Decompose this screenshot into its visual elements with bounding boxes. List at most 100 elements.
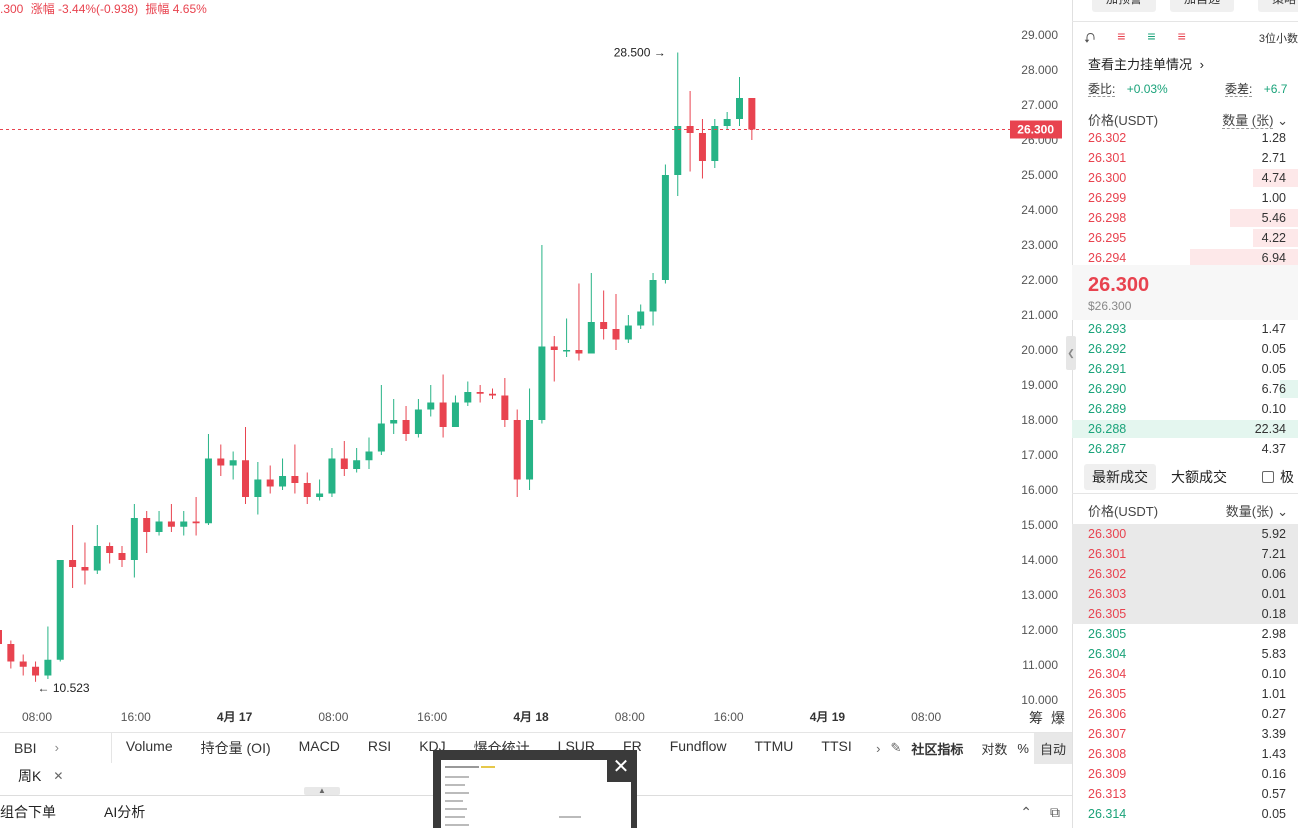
candle-body[interactable] — [674, 126, 682, 175]
add-alert-button[interactable]: 加预警 — [1092, 0, 1157, 12]
candle-body[interactable] — [489, 393, 496, 396]
book-both-icon[interactable]: ≡ — [1117, 28, 1126, 44]
kline-chart[interactable]: 29.000 28.000 27.000 26.000 25.000 24.000 23.0… — [0, 14, 1068, 732]
candle-body[interactable] — [377, 423, 385, 452]
orderbook-row[interactable]: 26.294 6.94 — [1078, 248, 1298, 268]
candle-body[interactable] — [266, 479, 274, 487]
candle-body[interactable] — [93, 546, 101, 571]
candle-body[interactable] — [180, 521, 188, 527]
candle-body[interactable] — [464, 392, 472, 403]
indicator-item[interactable]: KDJ — [419, 737, 446, 754]
candle-body[interactable] — [204, 458, 212, 524]
candle-body[interactable] — [7, 644, 15, 662]
orderbook-row[interactable]: 26.299 1.00 — [1078, 188, 1298, 208]
candle-body[interactable] — [130, 518, 138, 560]
candle-body[interactable] — [19, 661, 27, 667]
indicator-bbi[interactable]: BBI — [14, 739, 37, 756]
orderbook-row[interactable]: 26.289 0.10 — [1078, 399, 1298, 419]
candle-body[interactable] — [143, 518, 151, 532]
candle-body[interactable] — [402, 420, 410, 434]
chevron-right-icon[interactable]: › — [876, 740, 881, 756]
chip-distribution-button[interactable]: 筹 — [1029, 710, 1043, 726]
col-qty[interactable]: 数量 (张) ⌄ — [1222, 110, 1288, 129]
orderbook-row[interactable]: 26.290 6.76 — [1078, 379, 1298, 399]
candle-body[interactable] — [254, 479, 262, 498]
indicator-item[interactable]: Fundflow — [669, 737, 727, 754]
candle-body[interactable] — [279, 476, 287, 487]
candle-body[interactable] — [316, 493, 324, 498]
candle-body[interactable] — [600, 322, 608, 329]
candle-body[interactable] — [414, 409, 422, 435]
candle-body[interactable] — [0, 630, 2, 644]
candle-body[interactable] — [711, 126, 719, 161]
indicator-item[interactable]: TTSI — [821, 737, 852, 754]
orderbook-row[interactable]: 26.291 0.05 — [1078, 359, 1298, 379]
liquidation-button[interactable]: 爆 — [1051, 710, 1065, 726]
candle-body[interactable] — [390, 420, 398, 424]
candle-body[interactable] — [303, 483, 311, 497]
candle-body[interactable] — [229, 460, 237, 466]
percent-scale-toggle[interactable]: % — [1017, 740, 1029, 756]
book-asks-icon[interactable]: ≡ — [1177, 28, 1186, 44]
candle-body[interactable] — [155, 521, 163, 533]
candle-body[interactable] — [56, 560, 64, 660]
popout-icon[interactable]: ⧉ — [1050, 804, 1060, 820]
candle-body[interactable] — [501, 395, 509, 421]
candle-body[interactable] — [550, 346, 558, 351]
candle-body[interactable] — [649, 280, 657, 312]
community-indicators[interactable]: 社区指标 — [911, 741, 964, 757]
candle-body[interactable] — [661, 175, 669, 280]
candle-body[interactable] — [723, 119, 731, 126]
ai-analysis-tab[interactable]: AI分析 — [104, 804, 146, 820]
refresh-icon[interactable]: ⮏ — [1084, 30, 1096, 46]
candle-body[interactable] — [192, 521, 200, 524]
candle-body[interactable] — [69, 560, 77, 567]
candle-body[interactable] — [624, 325, 632, 340]
orderbook-row[interactable]: 26.295 4.22 — [1078, 228, 1298, 248]
candle-body[interactable] — [575, 350, 583, 354]
orderbook-row[interactable]: 26.293 1.47 — [1078, 319, 1298, 339]
candle-body[interactable] — [587, 322, 595, 354]
panel-resize-handle[interactable]: ▲ — [304, 787, 340, 795]
candle-body[interactable] — [736, 98, 743, 119]
candle-body[interactable] — [118, 553, 126, 560]
precision-select[interactable]: 3位小数 — [1258, 33, 1298, 45]
chevron-up-icon[interactable]: ⌃ — [1020, 804, 1032, 820]
log-scale-toggle[interactable]: 对数 — [981, 741, 1008, 757]
combo-order-tab[interactable]: 组合下单 — [0, 804, 56, 820]
candle-body[interactable] — [538, 346, 546, 421]
candle-body[interactable] — [106, 546, 114, 553]
chevron-right-icon[interactable]: › — [54, 740, 59, 755]
trades-col-qty[interactable]: 数量(张) ⌄ — [1226, 501, 1288, 520]
candle-body[interactable] — [365, 451, 373, 461]
orderbook-row[interactable]: 26.302 1.28 — [1078, 128, 1298, 148]
candle-body[interactable] — [81, 567, 89, 571]
add-watchlist-button[interactable]: 加自选 — [1170, 0, 1235, 12]
candle-body[interactable] — [340, 458, 348, 470]
kline-svg[interactable]: 29.00028.00027.00026.00025.00024.00023.0… — [0, 14, 1068, 732]
strategy-button[interactable]: 策略 — [1258, 0, 1298, 12]
candle-body[interactable] — [513, 420, 521, 480]
orderbook-row[interactable]: 26.292 0.05 — [1078, 339, 1298, 359]
tab-large-trades[interactable]: 大额成交 — [1171, 469, 1227, 485]
period-tag[interactable]: 周K — [18, 768, 42, 784]
tab-latest-trades[interactable]: 最新成交 — [1084, 464, 1156, 490]
candle-body[interactable] — [427, 402, 435, 410]
checkbox[interactable] — [1262, 471, 1274, 483]
candle-body[interactable] — [748, 98, 756, 130]
candle-body[interactable] — [612, 329, 620, 340]
orderbook-row[interactable]: 26.287 4.37 — [1078, 439, 1298, 459]
candle-body[interactable] — [353, 460, 361, 469]
candle-body[interactable] — [167, 521, 175, 527]
candle-body[interactable] — [32, 666, 40, 676]
indicator-item[interactable]: MACD — [298, 737, 340, 754]
orderbook-row[interactable]: 26.300 4.74 — [1078, 168, 1298, 188]
collapse-panel-handle[interactable]: ❮ — [1066, 336, 1076, 370]
indicator-item[interactable]: 持仓量 (OI) — [200, 739, 271, 756]
book-bids-icon[interactable]: ≡ — [1147, 28, 1156, 44]
candle-body[interactable] — [451, 402, 459, 428]
candle-body[interactable] — [563, 350, 571, 352]
indicator-item[interactable]: RSI — [367, 737, 392, 754]
indicator-item[interactable]: TTMU — [754, 737, 794, 754]
candle-body[interactable] — [242, 460, 249, 497]
